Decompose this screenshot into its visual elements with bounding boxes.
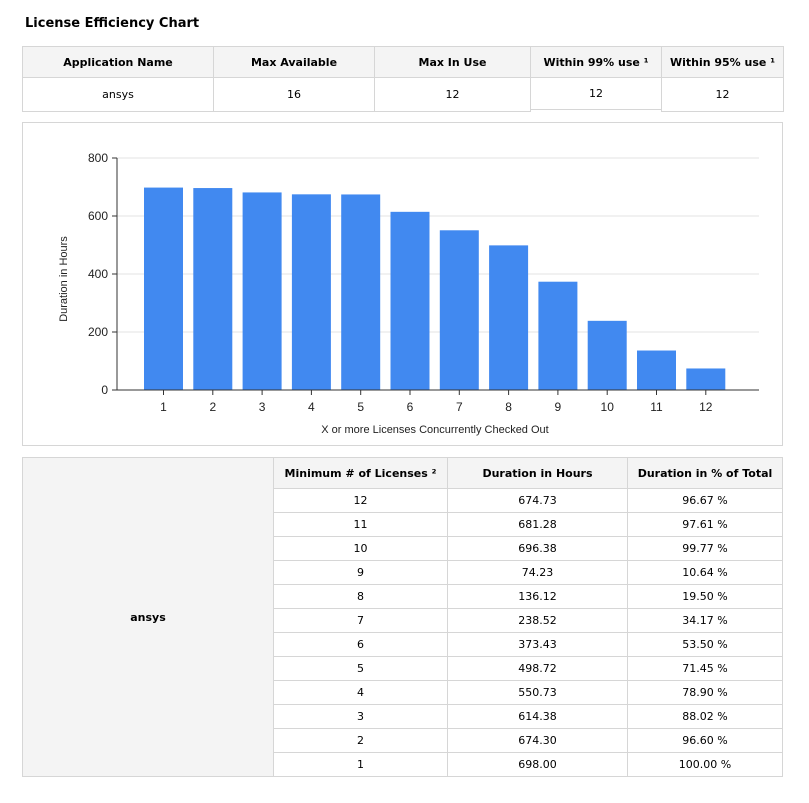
bar xyxy=(489,245,529,390)
detail-header-duration-percent: Duration in % of Total xyxy=(627,457,783,489)
chart-bars xyxy=(144,187,726,390)
detail-cell-duration-hours: 674.73 xyxy=(447,488,628,513)
x-tick-label: 12 xyxy=(699,400,713,414)
detail-cell-duration-percent: 34.17 % xyxy=(627,608,783,633)
bar xyxy=(686,368,726,390)
bar xyxy=(144,187,183,390)
x-tick-label: 2 xyxy=(209,400,216,414)
detail-cell-duration-hours: 614.38 xyxy=(447,704,628,729)
detail-cell-duration-hours: 698.00 xyxy=(447,752,628,777)
license-efficiency-chart: 0 200 400 600 800 1 2 3 4 5 6 7 8 9 10 11 12 Duration in… xyxy=(22,122,783,446)
summary-header-within-99: Within 99% use ¹ xyxy=(530,46,662,78)
bar xyxy=(193,188,233,390)
y-tick-label: 200 xyxy=(88,325,108,339)
detail-application-cell: ansys xyxy=(22,457,274,777)
x-tick-label: 9 xyxy=(555,400,562,414)
detail-cell-duration-percent: 99.77 % xyxy=(627,536,783,561)
x-tick-label: 1 xyxy=(160,400,167,414)
y-tick-label: 400 xyxy=(88,267,108,281)
bar xyxy=(637,350,676,390)
summary-cell-within-99: 12 xyxy=(530,77,662,110)
detail-cell-duration-percent: 96.60 % xyxy=(627,728,783,753)
summary-header-max-in-use: Max In Use xyxy=(374,46,531,78)
detail-cell-duration-hours: 550.73 xyxy=(447,680,628,705)
detail-cell-duration-hours: 74.23 xyxy=(447,560,628,585)
detail-cell-min-licenses: 4 xyxy=(273,680,448,705)
detail-cell-duration-hours: 238.52 xyxy=(447,608,628,633)
detail-cell-duration-hours: 681.28 xyxy=(447,512,628,537)
detail-cell-duration-percent: 53.50 % xyxy=(627,632,783,657)
detail-cell-min-licenses: 12 xyxy=(273,488,448,513)
detail-cell-duration-percent: 78.90 % xyxy=(627,680,783,705)
bar xyxy=(242,192,282,390)
detail-cell-min-licenses: 8 xyxy=(273,584,448,609)
summary-cell-max-available: 16 xyxy=(213,77,375,112)
y-axis-title: Duration in Hours xyxy=(58,236,70,322)
detail-cell-min-licenses: 10 xyxy=(273,536,448,561)
summary-header-within-95: Within 95% use ¹ xyxy=(661,46,784,78)
detail-cell-duration-percent: 97.61 % xyxy=(627,512,783,537)
x-tick-label: 3 xyxy=(259,400,266,414)
detail-cell-duration-percent: 96.67 % xyxy=(627,488,783,513)
summary-cell-application: ansys xyxy=(22,77,214,112)
x-tick-label: 10 xyxy=(601,400,615,414)
detail-cell-duration-hours: 674.30 xyxy=(447,728,628,753)
x-tick-label: 7 xyxy=(456,400,463,414)
bar xyxy=(390,211,430,390)
detail-cell-min-licenses: 1 xyxy=(273,752,448,777)
detail-cell-duration-percent: 100.00 % xyxy=(627,752,783,777)
bar xyxy=(439,230,479,390)
detail-cell-duration-hours: 136.12 xyxy=(447,584,628,609)
detail-cell-min-licenses: 6 xyxy=(273,632,448,657)
detail-cell-min-licenses: 11 xyxy=(273,512,448,537)
bar xyxy=(587,320,627,390)
x-tick-label: 8 xyxy=(505,400,512,414)
summary-header-application: Application Name xyxy=(22,46,214,78)
detail-cell-duration-percent: 10.64 % xyxy=(627,560,783,585)
detail-cell-min-licenses: 5 xyxy=(273,656,448,681)
detail-header-min-licenses: Minimum # of Licenses ² xyxy=(273,457,448,489)
detail-header-duration-hours: Duration in Hours xyxy=(447,457,628,489)
detail-cell-min-licenses: 3 xyxy=(273,704,448,729)
x-tick-label: 11 xyxy=(650,400,663,414)
page-title: License Efficiency Chart xyxy=(25,16,200,31)
detail-cell-min-licenses: 9 xyxy=(273,560,448,585)
detail-cell-min-licenses: 7 xyxy=(273,608,448,633)
x-tick-label: 5 xyxy=(357,400,364,414)
y-tick-label: 800 xyxy=(88,151,108,165)
summary-header-max-available: Max Available xyxy=(213,46,375,78)
detail-cell-duration-hours: 498.72 xyxy=(447,656,628,681)
x-axis-title: X or more Licenses Concurrently Checked … xyxy=(321,424,548,436)
detail-cell-duration-percent: 19.50 % xyxy=(627,584,783,609)
y-tick-label: 0 xyxy=(101,383,108,397)
bar xyxy=(291,194,331,390)
detail-cell-duration-hours: 696.38 xyxy=(447,536,628,561)
x-tick-label: 6 xyxy=(407,400,414,414)
detail-cell-duration-hours: 373.43 xyxy=(447,632,628,657)
bar xyxy=(341,194,381,390)
summary-cell-max-in-use: 12 xyxy=(374,77,531,112)
summary-cell-within-95: 12 xyxy=(661,77,784,112)
bar xyxy=(538,281,578,390)
detail-cell-min-licenses: 2 xyxy=(273,728,448,753)
detail-cell-duration-percent: 88.02 % xyxy=(627,704,783,729)
y-tick-label: 600 xyxy=(88,209,108,223)
x-tick-label: 4 xyxy=(308,400,315,414)
detail-cell-duration-percent: 71.45 % xyxy=(627,656,783,681)
